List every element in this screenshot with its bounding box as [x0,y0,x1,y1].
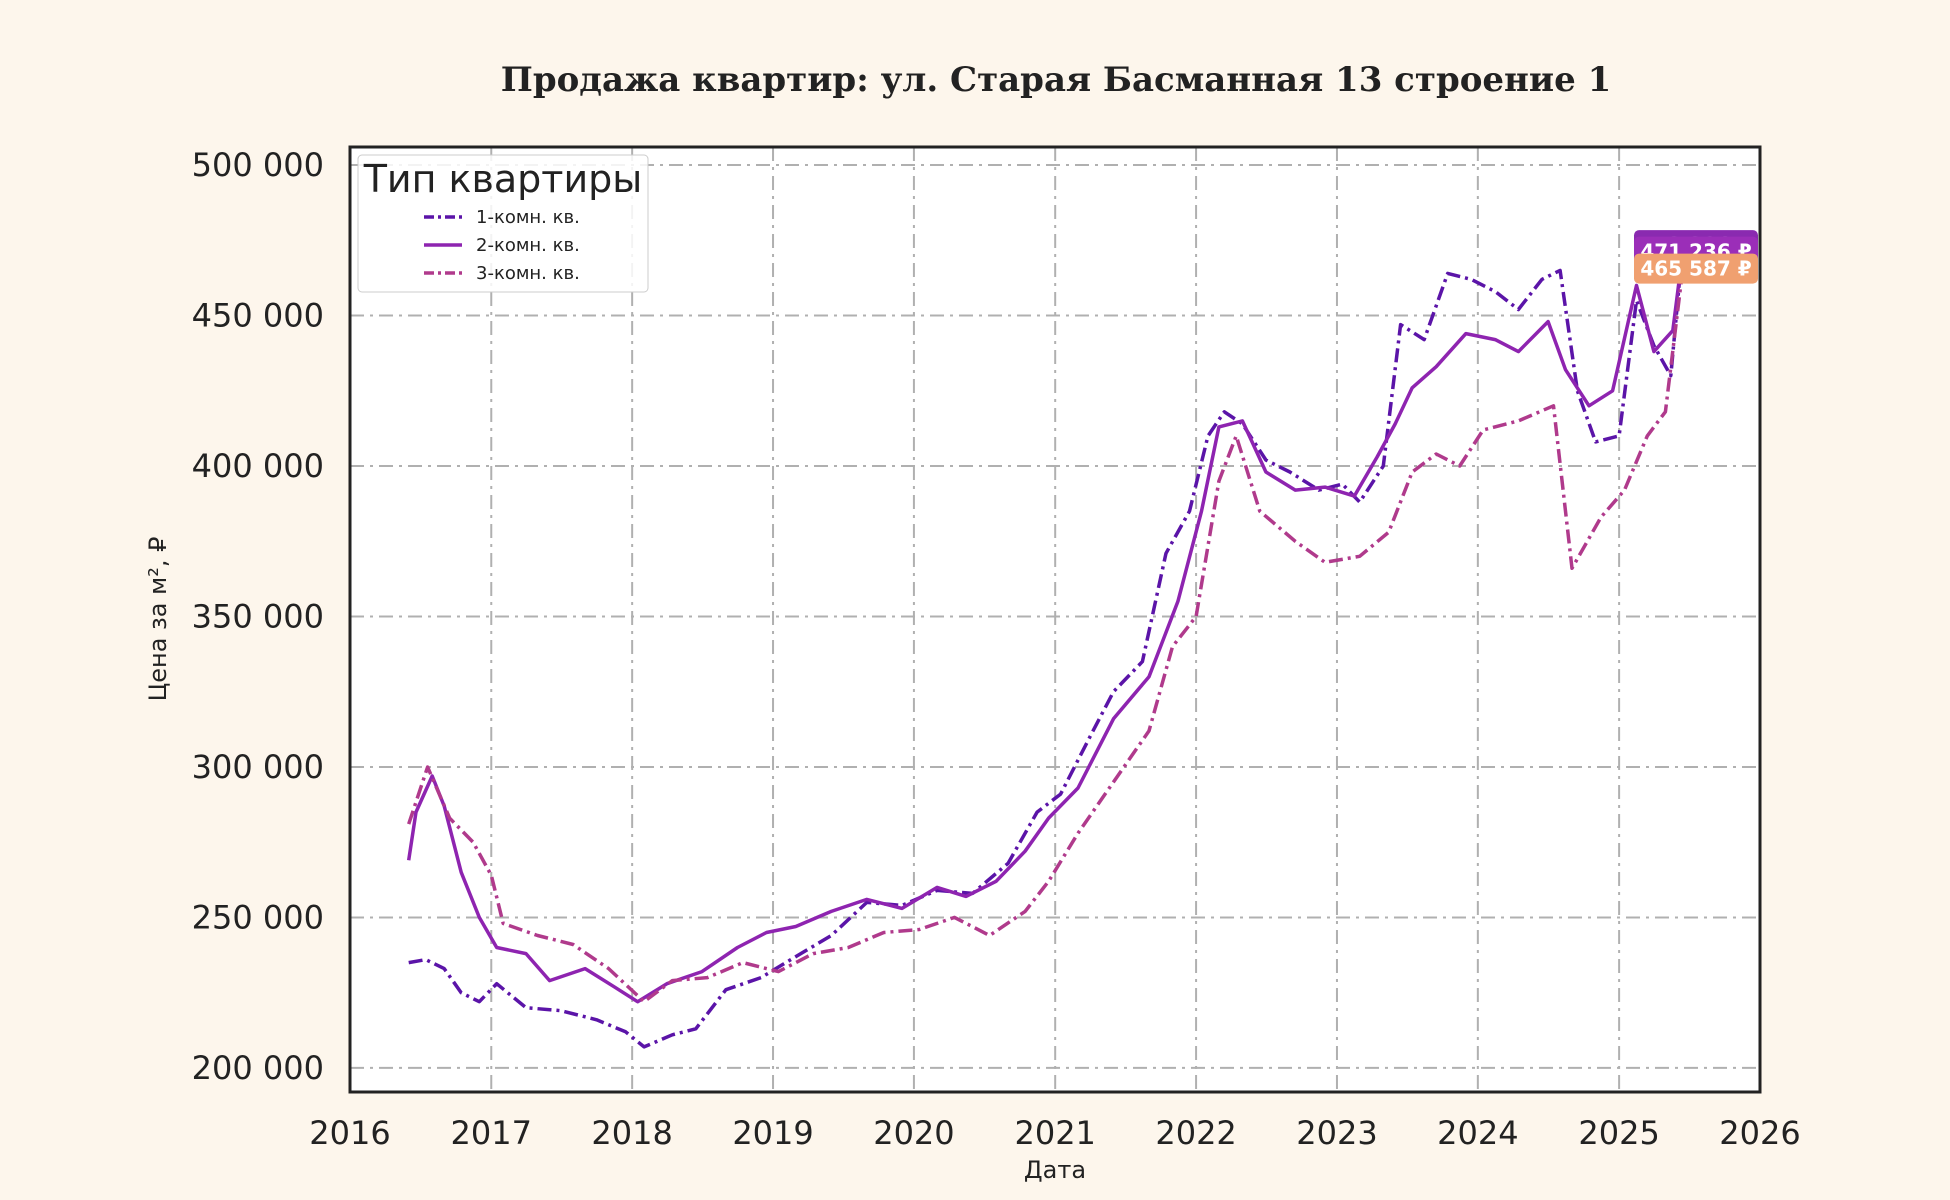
end-labels: 473 386 ₽471 236 ₽465 587 ₽ [1634,230,1758,284]
plot-frame [348,145,1762,1094]
end-label: 465 587 ₽ [1640,257,1751,281]
y-tick-label: 500 000 [192,146,324,184]
y-tick-label: 350 000 [192,597,324,635]
legend: Тип квартиры 1-комн. кв. 2-комн. кв. 3-ком… [357,154,649,293]
series-line [406,251,1685,1004]
y-tick-label: 300 000 [192,748,324,786]
x-axis-label: Дата [1024,1156,1086,1184]
legend-box [357,154,649,293]
chart-title: Продажа квартир: ул. Старая Басманная 13… [501,60,1612,100]
x-tick-label: 2020 [873,1114,954,1152]
x-tick-label: 2017 [451,1114,532,1152]
x-tick-label: 2022 [1155,1114,1236,1152]
x-tick-label: 2024 [1437,1114,1518,1152]
x-tick-label: 2019 [732,1114,813,1152]
x-tick-label: 2023 [1296,1114,1377,1152]
x-tick-label: 2018 [591,1114,672,1152]
y-axis-label: Цена за м², ₽ [144,537,172,702]
legend-item-label: 1-комн. кв. [476,207,580,228]
y-tick-label: 200 000 [192,1049,324,1087]
legend-item-label: 2-комн. кв. [476,235,580,256]
y-tick-label: 450 000 [192,297,324,335]
y-tick-label: 250 000 [192,898,324,936]
x-axis-ticks: 2016 2017 2018 2019 2020 2021 2022 2023 2024 2025… [309,1114,1800,1152]
end-label-box [1634,253,1758,284]
series-line [408,245,1685,1049]
series-lines [406,245,1685,1049]
x-tick-label: 2021 [1014,1114,1095,1152]
legend-items: 1-комн. кв. 2-комн. кв. 3-комн. кв. [424,207,580,284]
y-axis-ticks: 200 000 250 000 300 000 350 000 400 000 450 0… [192,146,324,1087]
x-tick-label: 2016 [309,1114,390,1152]
legend-item-label: 3-комн. кв. [476,263,580,284]
x-tick-label: 2026 [1719,1114,1800,1152]
x-tick-label: 2025 [1578,1114,1659,1152]
y-tick-label: 400 000 [192,447,324,485]
legend-title: Тип квартиры [363,157,643,201]
series-line [407,268,1685,1004]
